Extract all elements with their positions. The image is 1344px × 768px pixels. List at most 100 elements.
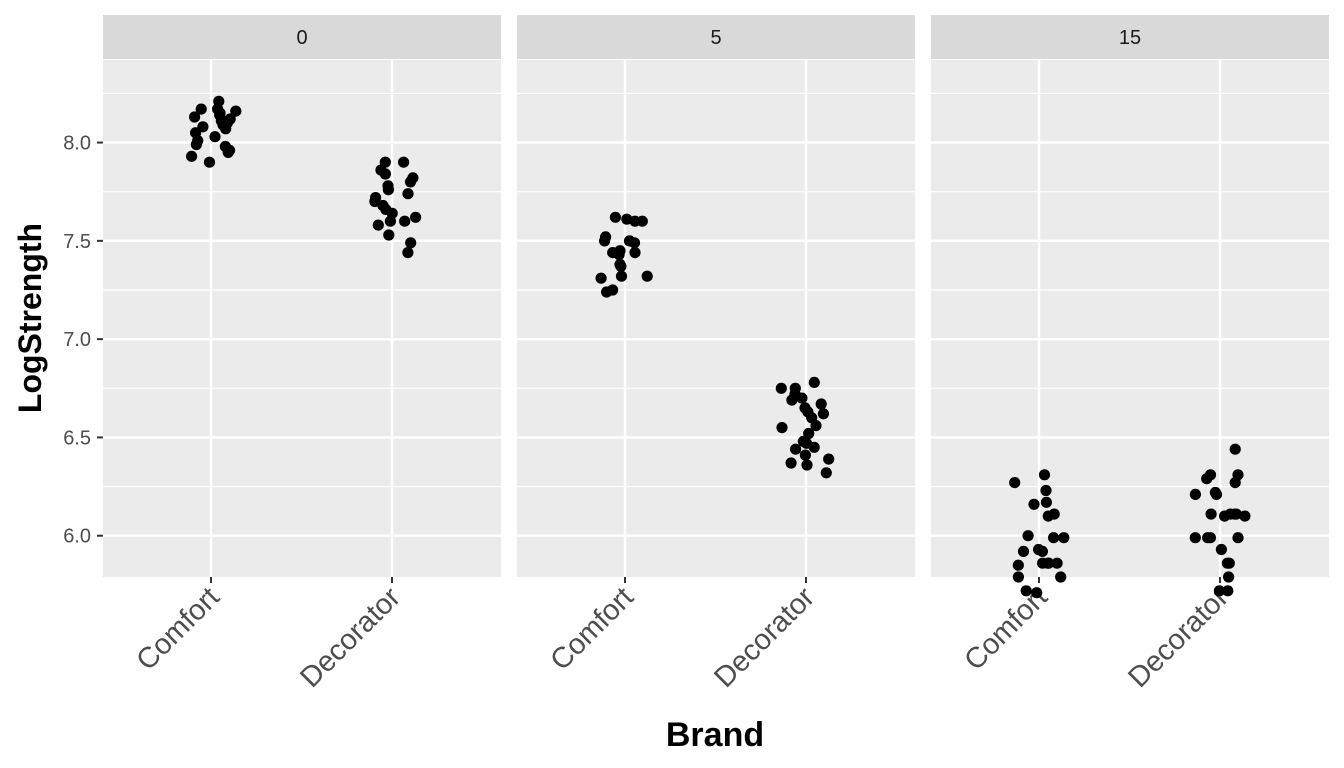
x-axis-title: Brand [666, 716, 764, 754]
data-point [1239, 510, 1251, 522]
data-point [189, 111, 201, 123]
data-point [1055, 571, 1067, 583]
data-point [810, 420, 822, 432]
y-axis: 6.0 6.5 7.0 7.5 8.0 [63, 133, 103, 548]
facet-strip [517, 15, 915, 59]
data-point [410, 211, 422, 223]
data-point [1042, 510, 1054, 522]
data-point [1223, 571, 1235, 583]
data-point [384, 215, 396, 227]
data-point [230, 105, 242, 117]
x-tick-label: Decorator [1122, 581, 1235, 694]
data-point [1012, 559, 1024, 571]
data-point [595, 272, 607, 284]
data-point [1189, 532, 1201, 544]
data-point [808, 441, 820, 453]
data-point [405, 237, 417, 249]
data-point [629, 215, 641, 227]
data-point [1017, 545, 1030, 558]
data-point [1040, 496, 1052, 508]
data-point [1189, 488, 1201, 500]
data-point [1040, 484, 1052, 497]
data-point [803, 427, 815, 440]
data-point [1038, 469, 1051, 481]
data-point [615, 260, 627, 272]
data-point [1020, 585, 1032, 597]
data-point [786, 394, 798, 406]
data-point [1043, 557, 1055, 569]
x-tick-label: Decorator [708, 581, 821, 694]
data-point [222, 146, 234, 158]
data-point [1229, 477, 1241, 489]
y-tick-label: 7.0 [63, 329, 91, 351]
y-tick-label: 7.5 [63, 231, 91, 253]
data-point [195, 103, 207, 115]
data-point [601, 286, 613, 298]
data-point [1058, 532, 1070, 544]
data-point [815, 398, 827, 410]
data-point [615, 270, 628, 282]
data-point [1213, 585, 1225, 597]
data-point [629, 247, 641, 259]
data-point [609, 211, 622, 223]
y-tick-label: 6.0 [63, 526, 91, 548]
data-point [399, 215, 411, 227]
panel-background [517, 60, 915, 577]
data-point [808, 376, 820, 388]
data-point [398, 156, 410, 168]
data-point [1048, 532, 1060, 544]
data-point [599, 235, 611, 247]
data-point [383, 229, 395, 241]
data-point [372, 219, 384, 231]
data-point [1229, 443, 1241, 455]
panel-background [931, 60, 1329, 577]
data-point [1036, 545, 1048, 558]
data-point [796, 392, 808, 404]
data-point [382, 184, 394, 196]
data-point [1215, 543, 1227, 556]
facet-strip-label: 0 [296, 27, 307, 49]
x-tick-label: Decorator [294, 581, 407, 694]
x-tick-label: Comfort [544, 581, 640, 677]
data-point [799, 449, 812, 461]
data-point [1229, 508, 1241, 520]
data-point [613, 249, 625, 261]
facet-strip-label: 5 [710, 27, 721, 49]
data-point [1202, 532, 1214, 544]
data-point [1031, 587, 1043, 599]
data-point [379, 168, 391, 180]
panel-background [103, 60, 501, 577]
data-point [402, 188, 414, 200]
data-point [402, 247, 414, 259]
data-point [1028, 498, 1040, 510]
y-tick-label: 8.0 [63, 133, 91, 155]
data-point [186, 150, 198, 162]
data-point [220, 123, 232, 135]
data-point [1210, 488, 1223, 500]
facet-panel-5: 5 Comfort Decorator [517, 15, 915, 694]
y-axis-title: LogStrength [12, 223, 48, 413]
data-point [820, 467, 832, 479]
data-point [1022, 530, 1034, 542]
data-point [785, 457, 797, 469]
data-point [801, 459, 813, 471]
data-point [823, 453, 835, 465]
data-point [1051, 557, 1063, 569]
data-point [817, 408, 830, 420]
data-point [1012, 571, 1024, 583]
data-point [790, 443, 802, 455]
data-point [190, 138, 202, 151]
data-point [1201, 473, 1213, 485]
data-point [1205, 508, 1217, 520]
data-point [775, 382, 787, 394]
data-point [1222, 585, 1234, 597]
facet-panel-0: 0 Comfort Decorator [103, 15, 501, 694]
data-point [641, 270, 653, 282]
data-point [203, 156, 216, 168]
facet-strip [931, 15, 1329, 59]
data-point [1223, 557, 1235, 569]
data-point [1232, 532, 1244, 544]
